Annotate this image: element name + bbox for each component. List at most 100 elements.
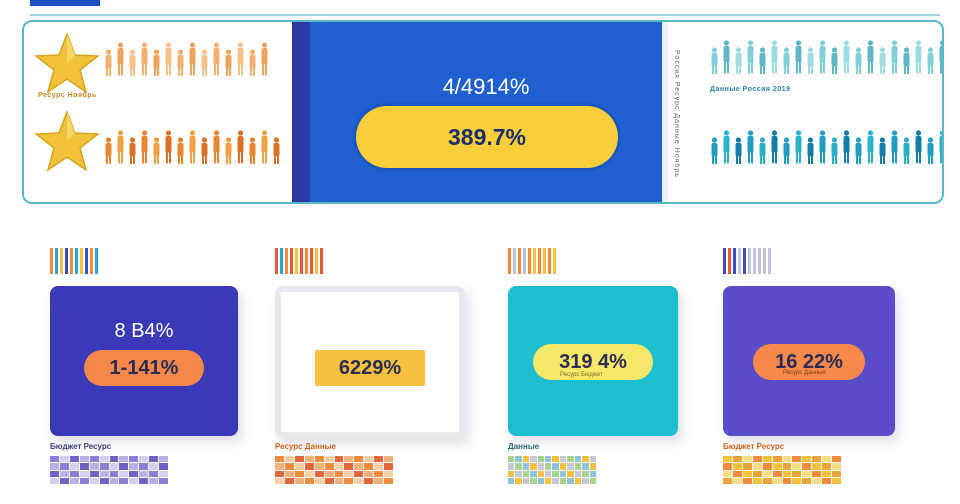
table-cell — [762, 463, 772, 470]
table-cell — [522, 456, 530, 463]
table-cell — [364, 456, 374, 463]
person-icon — [711, 137, 718, 164]
person-icon — [201, 49, 208, 76]
person-icon — [141, 130, 148, 164]
person-icon — [261, 130, 268, 164]
table-cell — [89, 477, 99, 484]
table-cell — [324, 470, 334, 477]
table-cell — [792, 470, 802, 477]
table-cell — [567, 477, 574, 484]
table-cell — [522, 477, 530, 484]
table-cell — [344, 463, 354, 470]
table-cell — [59, 456, 69, 463]
table-cell — [802, 463, 812, 470]
person-icon — [855, 137, 862, 164]
table-cell — [129, 477, 139, 484]
table-cell — [552, 463, 559, 470]
table-cell — [522, 470, 530, 477]
table-cell — [742, 470, 752, 477]
table-cell — [354, 477, 364, 484]
table-cell — [515, 470, 522, 477]
table-cell — [792, 477, 802, 484]
table-cell — [582, 463, 589, 470]
table-cell — [139, 477, 149, 484]
person-icon — [237, 42, 244, 76]
table-cell — [59, 477, 69, 484]
person-icon — [939, 40, 942, 74]
table-cell — [559, 463, 567, 470]
card-top-value: 8 B4% — [114, 320, 174, 342]
table-cell — [537, 463, 545, 470]
table-cell — [324, 477, 334, 484]
table-cell — [515, 477, 522, 484]
card-mini-bars — [50, 248, 98, 274]
card-mini-bars — [723, 248, 771, 274]
table-cell — [294, 456, 304, 463]
person-icon — [759, 137, 766, 164]
table-cell — [79, 470, 89, 477]
person-icon — [747, 130, 754, 164]
table-cell — [314, 456, 324, 463]
table-cell — [50, 470, 59, 477]
person-icon — [105, 137, 112, 164]
table-cell — [364, 463, 374, 470]
table-cell — [832, 470, 841, 477]
people-row-top — [104, 42, 269, 79]
person-icon — [177, 137, 184, 164]
table-cell — [384, 456, 393, 463]
person-icon — [783, 47, 790, 74]
hero-divider-left — [292, 22, 310, 202]
table-cell — [792, 456, 802, 463]
table-cell — [354, 456, 364, 463]
table-cell — [574, 470, 582, 477]
table-cell — [139, 463, 149, 470]
person-icon — [843, 40, 850, 74]
person-icon — [831, 137, 838, 164]
card-caption: Бюджет Ресурс — [723, 442, 785, 451]
table-cell — [567, 456, 574, 463]
person-icon — [723, 40, 730, 74]
hero-pill-value: 389.7% — [356, 106, 618, 168]
table-cell — [50, 456, 59, 463]
table-cell — [119, 477, 129, 484]
person-icon — [819, 40, 826, 74]
card-body: 319 4% Ресурс Бюджет — [508, 286, 678, 436]
table-cell — [275, 470, 284, 477]
table-cell — [552, 456, 559, 463]
table-cell — [284, 477, 294, 484]
table-cell — [149, 470, 159, 477]
table-cell — [723, 470, 732, 477]
table-cell — [762, 477, 772, 484]
table-cell — [515, 463, 522, 470]
table-cell — [344, 470, 354, 477]
table-cell — [582, 477, 589, 484]
card-pill-value: 319 4% — [533, 344, 653, 380]
table-cell — [384, 477, 393, 484]
table-cell — [89, 463, 99, 470]
table-cell — [508, 470, 515, 477]
table-cell — [324, 463, 334, 470]
left-caption: Ресурс Ноябрь — [38, 92, 97, 99]
table-cell — [129, 456, 139, 463]
table-cell — [589, 463, 596, 470]
table-cell — [384, 463, 393, 470]
person-icon — [831, 47, 838, 74]
person-icon — [165, 130, 172, 164]
table-cell — [89, 470, 99, 477]
table-cell — [832, 456, 841, 463]
people-row-top-right — [710, 40, 942, 77]
table-cell — [567, 470, 574, 477]
person-icon — [927, 137, 934, 164]
person-icon — [747, 40, 754, 74]
person-icon — [153, 137, 160, 164]
table-cell — [822, 470, 832, 477]
table-cell — [802, 470, 812, 477]
table-cell — [304, 456, 314, 463]
table-cell — [69, 470, 79, 477]
person-icon — [867, 130, 874, 164]
table-cell — [762, 456, 772, 463]
person-icon — [117, 130, 124, 164]
table-cell — [275, 477, 284, 484]
person-icon — [795, 40, 802, 74]
table-cell — [762, 470, 772, 477]
